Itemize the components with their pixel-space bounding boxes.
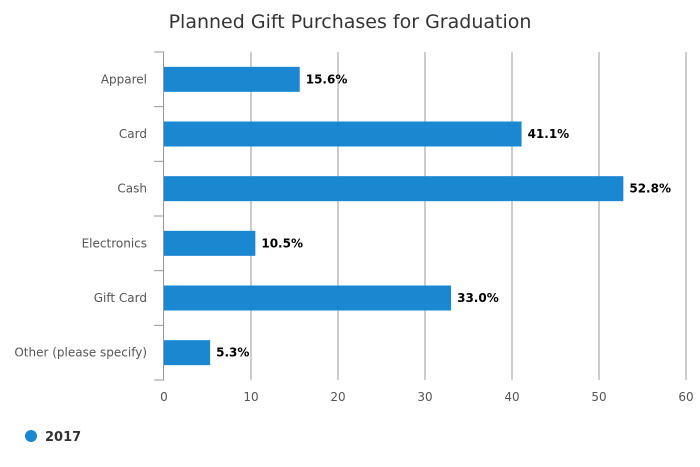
category-label: Card bbox=[119, 127, 147, 141]
legend[interactable]: 2017 bbox=[25, 430, 81, 445]
legend-label-2017: 2017 bbox=[45, 430, 81, 445]
x-tick-label-0: 0 bbox=[160, 390, 168, 404]
x-tick-label-30: 30 bbox=[417, 390, 432, 404]
bar-electronics[interactable] bbox=[164, 230, 256, 256]
chart-title: Planned Gift Purchases for Graduation bbox=[169, 11, 532, 33]
data-label: 41.1% bbox=[528, 127, 570, 141]
category-labels: Apparel Card Cash Electronics Gift Card Other… bbox=[14, 72, 147, 359]
data-label: 52.8% bbox=[629, 182, 671, 196]
data-label: 5.3% bbox=[216, 346, 249, 360]
data-label: 10.5% bbox=[261, 236, 303, 250]
x-tick-labels: 0 10 20 30 40 50 60 bbox=[160, 390, 693, 404]
data-label: 15.6% bbox=[306, 72, 348, 86]
x-tick-label-40: 40 bbox=[504, 390, 519, 404]
bar-other-please-specify-[interactable] bbox=[164, 340, 211, 366]
category-label: Cash bbox=[117, 182, 147, 196]
gridlines bbox=[250, 52, 687, 380]
x-tick-label-60: 60 bbox=[678, 390, 693, 404]
category-label: Gift Card bbox=[94, 291, 147, 305]
x-tick-label-20: 20 bbox=[330, 390, 345, 404]
bar-apparel[interactable] bbox=[164, 66, 300, 92]
bar-cash[interactable] bbox=[164, 176, 624, 202]
category-label: Apparel bbox=[101, 72, 147, 86]
legend-marker-2017 bbox=[25, 430, 37, 442]
bar-gift-card[interactable] bbox=[164, 285, 452, 311]
axes bbox=[154, 51, 164, 381]
data-label: 33.0% bbox=[457, 291, 499, 305]
x-tick-label-10: 10 bbox=[243, 390, 258, 404]
category-label: Other (please specify) bbox=[14, 346, 147, 360]
category-label: Electronics bbox=[82, 236, 147, 250]
bar-card[interactable] bbox=[164, 121, 522, 147]
data-labels: 15.6% 41.1% 52.8% 10.5% 33.0% 5.3% bbox=[216, 72, 671, 359]
bars bbox=[164, 66, 624, 366]
x-tick-label-50: 50 bbox=[591, 390, 606, 404]
